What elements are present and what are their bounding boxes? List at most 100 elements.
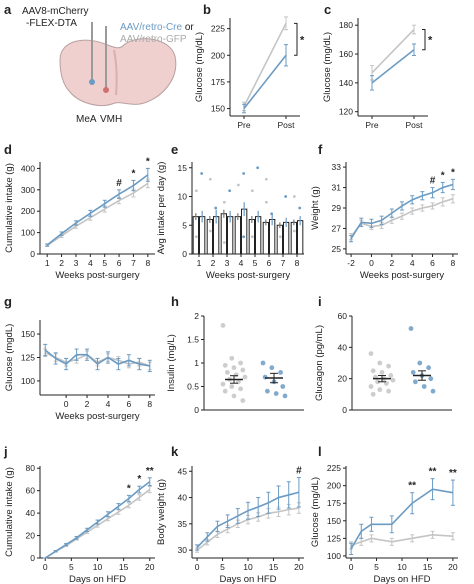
scatter-point-cre [265, 388, 270, 394]
panel-letter-h: h [171, 294, 179, 309]
y-tick-label: 100 [21, 376, 35, 386]
scatter-point-gfp [220, 323, 226, 328]
scatter-point-gfp [250, 189, 254, 193]
panel-letter-j: j [3, 444, 8, 459]
panel-k: k 30 35 40 45 0 5 10 15 20 Days on HFD Body weight … [156, 444, 304, 584]
y-tick-label: 200 [21, 206, 35, 216]
y-tick-label: 400 [21, 163, 35, 173]
series-line-gfp [46, 182, 149, 247]
x-tick-label: 10 [397, 562, 407, 572]
x-axis-title: Weeks post-surgery [206, 270, 291, 281]
brain-section-icon [59, 38, 177, 106]
y-tick-label: 40 [178, 493, 188, 503]
series-line-cre [350, 183, 454, 240]
y-tick-label: 60 [26, 486, 36, 496]
x-tick-label: 6 [430, 258, 435, 268]
x-tick-label: 15 [119, 562, 129, 572]
scatter-point-gfp [238, 386, 244, 392]
y-tick-label: 200 [211, 50, 225, 60]
x-tick-label: 0 [43, 562, 48, 572]
significance-marker: * [300, 34, 305, 46]
panel-letter-d: d [4, 142, 12, 157]
x-tick-label: 2 [389, 258, 394, 268]
panel-j: j 0 20 40 60 80 0 5 10 15 20 Days on HFD Cumulative … [3, 444, 155, 584]
scatter-point-gfp [292, 229, 296, 233]
y-tick-label: 225 [327, 463, 341, 473]
y-tick-label: 125 [327, 533, 341, 543]
panel-l: l 100 125 150 175 200 225 0 5 10 15 20 Days on HFD Gl… [310, 444, 458, 584]
bar-gfp [220, 213, 227, 255]
scatter-point-gfp [231, 393, 237, 399]
scatter-point-gfp [222, 388, 228, 394]
scatter-point-cre [421, 384, 427, 389]
x-tick-label: 6 [126, 399, 131, 409]
scatter-point-gfp [250, 235, 254, 239]
y-axis-title: Cumulative intake (g) [4, 467, 15, 557]
scatter-point-gfp [370, 368, 376, 374]
injection-site-vmh [103, 87, 109, 93]
significance-marker: ** [146, 466, 154, 477]
x-tick-label: 1 [197, 258, 202, 268]
scatter-point-gfp [386, 363, 391, 369]
x-tick-label: 8 [145, 258, 150, 268]
x-tick-label: 20 [294, 562, 304, 572]
scatter-point-gfp [240, 367, 246, 373]
x-tick-label: 10 [93, 562, 103, 572]
x-tick-label: 20 [145, 562, 155, 572]
scatter-point-cre [278, 370, 283, 375]
panel-letter-e: e [171, 142, 178, 157]
scatter-point-cre [280, 384, 286, 389]
scatter-point-gfp [368, 384, 374, 389]
y-tick-label: 180 [339, 20, 353, 30]
scatter-point-gfp [388, 373, 394, 378]
scatter-point-gfp [238, 360, 244, 366]
x-tick-label: Pre [365, 120, 379, 130]
y-tick-label: 0 [342, 405, 347, 415]
y-tick-label: 80 [26, 463, 36, 473]
x-tick-label: 3 [225, 258, 230, 268]
scatter-point-cre [282, 393, 288, 399]
y-axis-title: Glucagon (pg/mL) [314, 325, 325, 401]
x-axis-title: Days on HFD [219, 574, 276, 584]
y-tick-label: 60 [338, 311, 348, 321]
scatter-point-gfp [194, 235, 198, 239]
panel-c: c 120 140 160 180 Pre Post Glucose (mg/dL) * [322, 2, 433, 130]
series-line-gfp [243, 22, 287, 107]
panel-a: a AAV8-mCherry -FLEX-DTA AAV/retro-Cre o… [4, 2, 194, 125]
y-tick-label: 29 [332, 203, 342, 213]
scatter-point-gfp [264, 177, 268, 181]
x-tick-label: 4 [88, 258, 93, 268]
y-tick-label: 1.5 [187, 335, 199, 345]
x-tick-label: 7 [281, 258, 286, 268]
y-axis-title: Glucose (mg/dL) [310, 477, 321, 547]
y-axis-title: Glucose (mgdL) [4, 324, 15, 392]
scatter-point-cre [273, 391, 279, 396]
scatter-point-cre [428, 376, 434, 382]
x-axis-title: Weeks post-surgery [55, 411, 140, 422]
panel-letter-i: i [318, 294, 322, 309]
y-axis-title: Avg intake per day (g) [156, 162, 167, 255]
scatter-point-cre [260, 360, 266, 366]
x-tick-label: 2 [59, 258, 64, 268]
y-tick-label: 120 [339, 107, 353, 117]
scatter-point-cre [228, 189, 232, 193]
y-tick-label: 15 [178, 163, 188, 173]
y-tick-label: 30 [178, 545, 188, 555]
virus-label-line2: -FLEX-DTA [26, 18, 77, 29]
scatter-point-cre [200, 172, 204, 175]
scatter-point-gfp [222, 200, 226, 204]
scatter-point-cre [430, 388, 436, 394]
x-tick-label: 15 [269, 562, 279, 572]
y-tick-label: 25 [332, 244, 342, 254]
x-tick-label: -2 [347, 258, 355, 268]
scatter-point-gfp [377, 360, 383, 366]
scatter-point-gfp [240, 398, 246, 403]
significance-marker: * [131, 168, 135, 179]
scatter-point-cre [284, 195, 288, 198]
panel-h: h 0 0.5 1 1.5 2 Insulin (mg/L) [166, 294, 304, 415]
retro-or-label: or [182, 22, 194, 33]
panel-b: b 150 175 200 225 Pre Post Glucose (mg/dL) * [194, 2, 305, 130]
x-tick-label: 5 [220, 562, 225, 572]
x-tick-label: 2 [211, 258, 216, 268]
